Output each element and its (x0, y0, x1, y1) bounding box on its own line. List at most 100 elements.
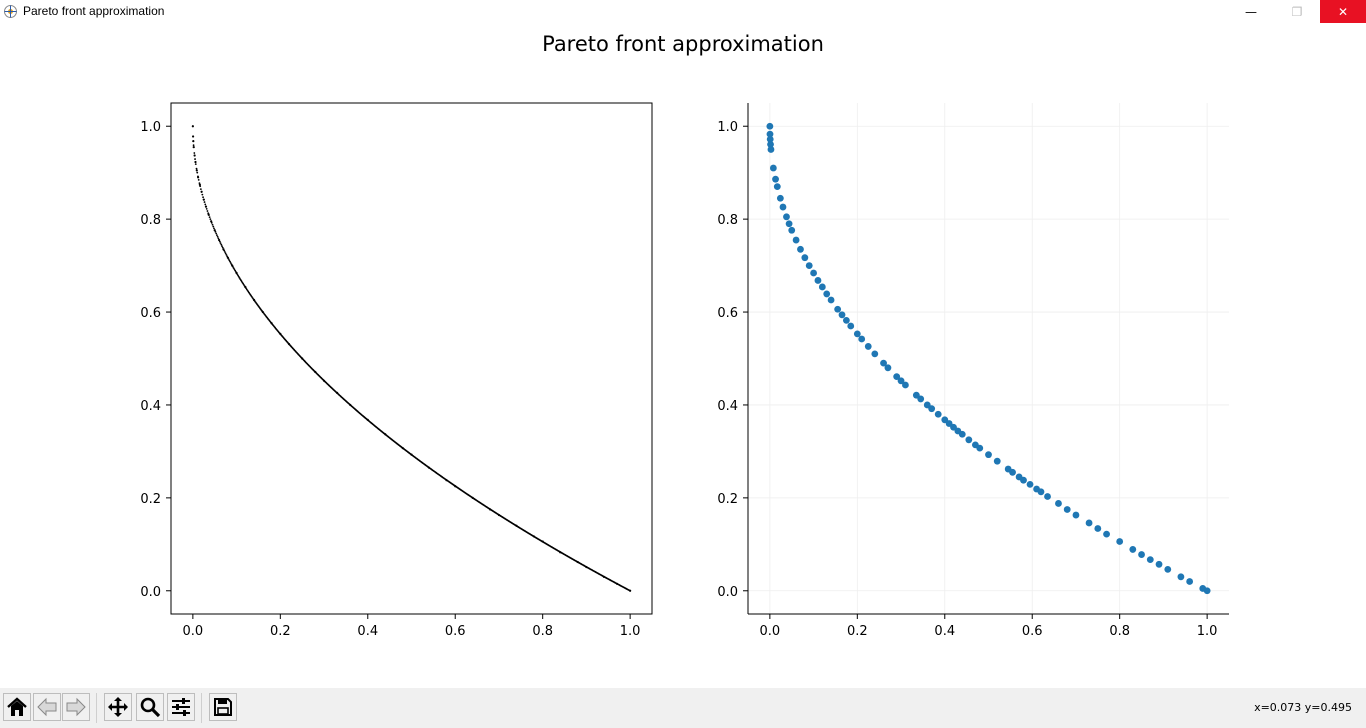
minimize-button[interactable]: — (1228, 0, 1274, 23)
data-point-right (772, 175, 779, 183)
data-point-left (194, 160, 197, 164)
forward-button[interactable] (62, 693, 90, 721)
data-point-left (211, 223, 214, 226)
close-icon: ✕ (1337, 4, 1349, 19)
x-tick-label: 0.6 (1022, 624, 1043, 639)
data-point-left (192, 144, 195, 147)
x-tick-label: 0.2 (270, 624, 291, 639)
data-point-right (823, 290, 831, 298)
zoom-icon (140, 697, 161, 718)
data-point-right (928, 405, 936, 413)
data-point-right (1072, 511, 1080, 519)
data-point-right (1138, 551, 1145, 558)
data-point-left (224, 252, 227, 255)
x-tick-label: 0.8 (1109, 624, 1130, 639)
data-point-right (893, 373, 901, 381)
data-point-left (192, 139, 195, 143)
data-point-right (1085, 519, 1093, 527)
y-tick-label: 0.2 (140, 492, 161, 507)
data-point-left (615, 582, 619, 585)
data-point-right (1129, 546, 1137, 553)
data-point-left (471, 496, 474, 499)
data-point-right (766, 135, 774, 143)
data-point-left (217, 237, 220, 240)
data-point-right (766, 130, 774, 138)
data-point-left (204, 205, 208, 208)
data-point-right (917, 395, 925, 403)
data-point-left (225, 253, 228, 256)
close-button[interactable]: ✕ (1320, 0, 1366, 23)
navigation-toolbar: x=0.073 y=0.495 (0, 688, 1366, 728)
data-point-left (229, 262, 232, 264)
configure-button[interactable] (167, 693, 195, 721)
save-icon (214, 698, 232, 716)
data-point-left (199, 188, 202, 191)
data-point-right (792, 236, 800, 244)
x-tick-label: 0.0 (183, 624, 204, 639)
data-point-right (1203, 587, 1211, 595)
home-button[interactable] (3, 693, 31, 721)
data-point-left (216, 234, 218, 237)
toolbar-separator (201, 693, 202, 723)
data-point-right (864, 343, 872, 350)
data-point-left (221, 245, 223, 248)
y-tick-label: 1.0 (717, 120, 738, 135)
data-point-right (902, 381, 909, 389)
data-point-right (976, 444, 984, 452)
data-point-left (261, 310, 264, 314)
data-point-left (197, 176, 200, 179)
y-tick-label: 0.2 (717, 492, 738, 507)
data-point-left (541, 540, 544, 543)
zoom-button[interactable] (136, 693, 164, 721)
data-point-left (214, 230, 217, 233)
data-point-left (206, 210, 209, 212)
data-point-right (779, 203, 787, 211)
data-point-left (213, 227, 215, 230)
maximize-button[interactable]: ❐ (1274, 0, 1320, 23)
data-point-left (218, 238, 221, 242)
y-tick-label: 0.0 (140, 585, 161, 600)
x-tick-label: 1.0 (1197, 624, 1218, 639)
data-point-left (201, 193, 204, 196)
data-point-left (194, 158, 196, 160)
data-point-right (797, 245, 804, 253)
back-button[interactable] (33, 693, 61, 721)
data-point-left (197, 178, 200, 181)
data-point-right (1103, 530, 1110, 538)
data-point-left (194, 163, 197, 166)
data-point-right (818, 283, 826, 291)
data-point-right (814, 277, 822, 284)
x-tick-label: 0.4 (934, 624, 955, 639)
data-point-left (219, 242, 222, 245)
pan-button[interactable] (104, 693, 132, 721)
data-point-left (489, 508, 492, 511)
x-tick-label: 0.8 (532, 624, 553, 639)
x-tick-label: 0.0 (760, 624, 781, 639)
data-point-left (585, 565, 588, 569)
save-button[interactable] (209, 693, 237, 721)
y-tick-label: 0.6 (140, 306, 161, 321)
maximize-icon: ❐ (1291, 4, 1303, 19)
data-point-right (810, 269, 817, 277)
data-point-right (897, 377, 905, 385)
data-point-left (216, 235, 219, 238)
data-point-left (204, 203, 207, 206)
data-point-left (602, 575, 606, 578)
data-point-right (783, 213, 790, 221)
figure-canvas[interactable]: Pareto front approximation 0.0 0.2 0.4 0.6 0… (0, 23, 1366, 688)
data-point-right (871, 350, 879, 358)
title-bar: Pareto front approximation — ❐ ✕ (0, 0, 1366, 23)
data-point-right (965, 436, 973, 444)
data-point-right (1146, 556, 1154, 564)
data-point-left (336, 391, 339, 394)
data-point-left (445, 479, 448, 482)
y-tick-label: 0.6 (717, 306, 738, 321)
data-point-left (193, 154, 196, 157)
data-point-left (191, 135, 195, 138)
data-point-right (993, 457, 1001, 465)
configure-icon (172, 698, 190, 716)
data-point-left (208, 216, 211, 219)
x-tick-label: 1.0 (620, 624, 641, 639)
data-point-left (384, 433, 387, 436)
y-tick-label: 0.4 (140, 399, 161, 414)
